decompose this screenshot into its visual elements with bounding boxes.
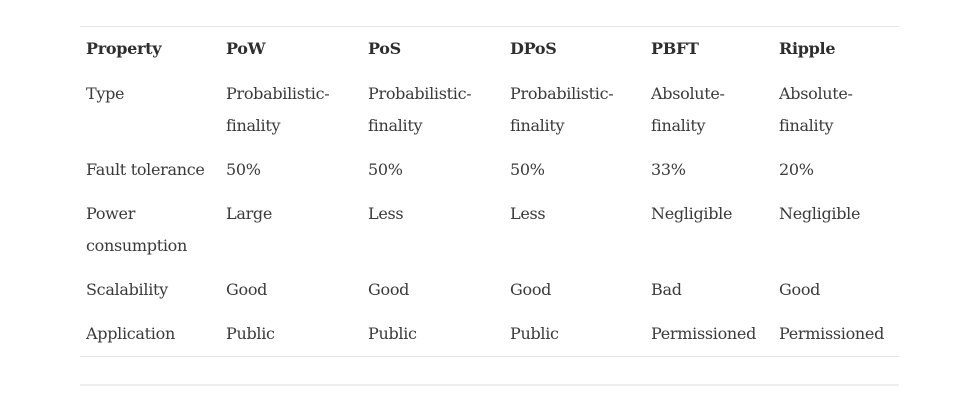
table-cell: 33% — [651, 160, 686, 179]
row-label-scalability: Scalability — [86, 280, 168, 299]
table-cell: Good — [368, 280, 410, 299]
table-cell: Good — [226, 280, 268, 299]
table-top-divider — [80, 26, 899, 27]
table-cell: 50% — [226, 160, 261, 179]
table-cell: Bad — [651, 280, 682, 299]
table-row: Type Probabilistic-finality Probabilisti… — [80, 70, 899, 146]
table-cell: Probabilistic-finality — [368, 84, 472, 135]
table-cell: Probabilistic-finality — [510, 84, 614, 135]
table-header-row: Property PoW PoS DPoS PBFT Ripple — [80, 27, 899, 70]
table-row: Scalability Good Good Good Bad Good — [80, 266, 899, 310]
table-cell: Absolute-finality — [651, 84, 725, 135]
row-label-fault-tolerance: Fault tolerance — [86, 160, 205, 179]
table-row: Fault tolerance 50% 50% 50% 33% 20% — [80, 146, 899, 190]
table-cell: Permissioned — [773, 310, 899, 357]
header-pos: PoS — [368, 39, 401, 58]
header-pbft: PBFT — [651, 39, 699, 58]
header-dpos: DPoS — [510, 39, 557, 58]
table-cell: Public — [220, 310, 362, 357]
header-property: Property — [86, 39, 162, 58]
table-row: Application Public Public Public Permiss… — [80, 310, 899, 357]
row-label-application: Application — [80, 310, 220, 357]
table-cell: Permissioned — [645, 310, 773, 357]
comparison-table-container: Property PoW PoS DPoS PBFT Ripple Type P… — [80, 26, 899, 357]
table-cell: Good — [779, 280, 821, 299]
table-cell: Public — [362, 310, 504, 357]
table-cell: Less — [368, 204, 404, 223]
table-cell: Negligible — [651, 204, 733, 223]
row-label-type: Type — [86, 84, 125, 103]
table-row: Power consumption Large Less Less Neglig… — [80, 190, 899, 266]
header-ripple: Ripple — [779, 39, 836, 58]
table-cell: Large — [226, 204, 273, 223]
row-label-power-consumption: Power consumption — [86, 204, 188, 255]
table-cell: 50% — [510, 160, 545, 179]
table-cell: Public — [504, 310, 645, 357]
section-bottom-divider — [80, 384, 899, 386]
table-cell: Less — [510, 204, 546, 223]
table-cell: 20% — [779, 160, 814, 179]
header-pow: PoW — [226, 39, 266, 58]
consensus-comparison-table: Property PoW PoS DPoS PBFT Ripple Type P… — [80, 27, 899, 357]
table-cell: 50% — [368, 160, 403, 179]
table-cell: Absolute-finality — [779, 84, 853, 135]
table-cell: Negligible — [779, 204, 861, 223]
table-cell: Good — [510, 280, 552, 299]
table-cell: Probabilistic-finality — [226, 84, 330, 135]
